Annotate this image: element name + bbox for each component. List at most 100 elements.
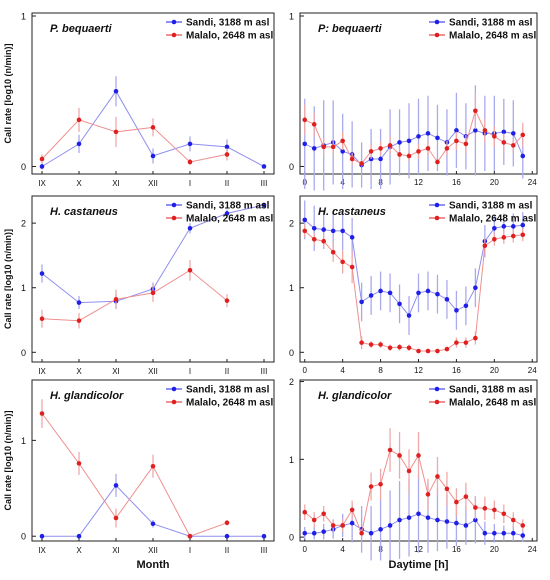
- x-tick-label: 24: [528, 178, 537, 187]
- data-point: [454, 128, 459, 133]
- y-tick-label: 0: [21, 162, 26, 172]
- data-point: [302, 217, 308, 223]
- legend-label: Sandi, 3188 m asl: [449, 201, 533, 212]
- data-point: [501, 129, 507, 135]
- y-tick-label: 1: [21, 12, 26, 22]
- panel-title: H. glandicolor: [318, 390, 392, 402]
- data-point: [511, 224, 516, 229]
- data-point: [150, 290, 156, 296]
- series-malalo: [39, 259, 230, 329]
- data-point: [511, 517, 516, 523]
- data-point: [501, 224, 507, 229]
- data-point: [330, 144, 336, 150]
- data-point: [311, 122, 317, 127]
- x-tick-label: I: [189, 179, 191, 188]
- legend-label: Sandi, 3188 m asl: [186, 385, 270, 396]
- data-point: [416, 453, 421, 458]
- x-tick-label: II: [225, 179, 229, 188]
- data-point: [368, 484, 374, 489]
- x-tick-label: II: [225, 546, 229, 555]
- data-point: [349, 520, 355, 526]
- legend-label: Malalo, 2648 m asl: [186, 398, 273, 409]
- data-point: [150, 463, 156, 469]
- x-tick-label: IX: [38, 546, 46, 555]
- legend: Sandi, 3188 m asl Malalo, 2648 m asl: [166, 18, 273, 42]
- series-line: [304, 230, 523, 352]
- data-point: [454, 499, 459, 505]
- data-point: [463, 523, 469, 528]
- data-point: [340, 228, 345, 234]
- x-tick-label: I: [189, 367, 191, 376]
- series-line: [304, 513, 523, 537]
- series-line: [304, 449, 524, 535]
- data-point: [520, 222, 526, 228]
- data-point: [150, 521, 156, 527]
- legend-marker: [434, 399, 440, 405]
- panel-title: P. bequaerti: [50, 23, 112, 35]
- y-axis-label: Call rate [log10 (n/min)]: [3, 229, 13, 329]
- y-tick-label: 1: [289, 283, 294, 293]
- data-point: [444, 297, 450, 302]
- data-point: [261, 164, 267, 169]
- data-point: [397, 301, 402, 307]
- x-axis-label: Daytime [h]: [389, 559, 449, 571]
- legend-label: Malalo, 2648 m asl: [449, 214, 536, 225]
- data-point: [378, 156, 383, 162]
- data-point: [406, 138, 412, 144]
- y-tick-label: 1: [289, 455, 294, 465]
- data-point: [416, 134, 421, 139]
- data-point: [321, 144, 327, 150]
- y-tick-label: 2: [289, 219, 294, 229]
- x-tick-label: 20: [490, 545, 499, 554]
- data-point: [359, 530, 364, 536]
- data-point: [359, 161, 364, 166]
- data-point: [416, 348, 421, 354]
- data-point: [321, 227, 327, 232]
- data-point: [406, 515, 412, 520]
- legend-marker: [434, 386, 440, 392]
- data-point: [368, 149, 374, 154]
- data-point: [321, 238, 327, 244]
- data-point: [39, 271, 45, 276]
- legend-marker: [434, 19, 440, 25]
- data-point: [454, 340, 459, 345]
- data-point: [330, 249, 336, 255]
- data-point: [39, 533, 45, 539]
- x-tick-label: 24: [528, 366, 537, 375]
- x-tick-label: XI: [112, 179, 120, 188]
- data-point: [406, 345, 412, 351]
- data-point: [302, 509, 308, 515]
- series-malalo: [302, 428, 526, 538]
- x-tick-label: 20: [490, 178, 499, 187]
- data-point: [113, 129, 119, 135]
- data-point: [76, 117, 82, 123]
- panel-title: H. castaneus: [318, 206, 386, 218]
- legend: Sandi, 3188 m asl Malalo, 2648 m asl: [166, 385, 273, 409]
- x-tick-label: X: [76, 179, 82, 188]
- series-sandi: [39, 473, 267, 539]
- data-point: [224, 211, 230, 216]
- data-point: [397, 140, 402, 145]
- data-point: [387, 345, 393, 351]
- series-malalo: [302, 92, 526, 167]
- data-point: [349, 507, 355, 513]
- series-line: [41, 269, 228, 322]
- data-point: [463, 340, 469, 345]
- x-axis-label: Month: [137, 559, 170, 571]
- panel-title: H. glandicolor: [50, 390, 124, 402]
- data-point: [482, 506, 488, 511]
- y-tick-label: 1: [21, 283, 26, 293]
- data-point: [187, 141, 193, 147]
- data-point: [302, 117, 308, 123]
- data-point: [511, 143, 516, 148]
- legend-marker: [171, 32, 177, 38]
- data-point: [387, 290, 393, 296]
- data-point: [113, 297, 119, 302]
- x-tick-label: XI: [112, 367, 120, 376]
- data-point: [406, 468, 412, 474]
- data-point: [76, 300, 82, 305]
- data-point: [330, 228, 336, 234]
- x-tick-label: 4: [340, 545, 345, 554]
- data-point: [482, 530, 488, 536]
